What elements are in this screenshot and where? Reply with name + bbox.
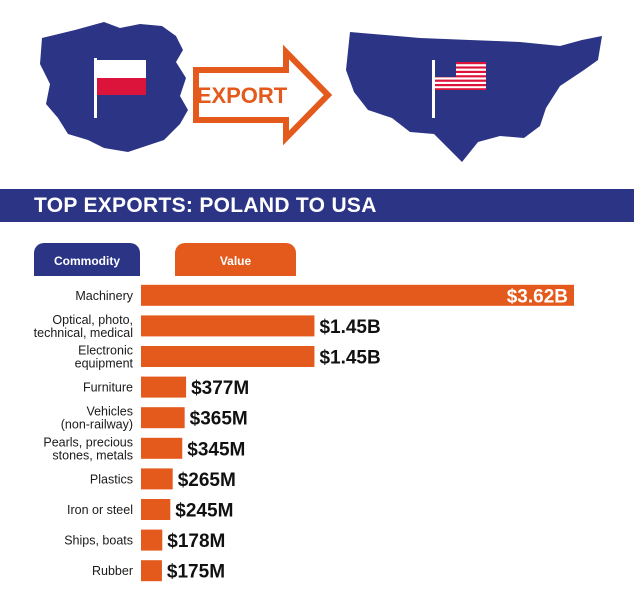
chart-title: TOP EXPORTS: POLAND TO USA	[34, 194, 377, 217]
bar-8	[141, 529, 163, 551]
bar-4	[141, 407, 185, 429]
bar-9	[141, 560, 162, 582]
category-label-3: Furniture	[83, 381, 133, 395]
bar-6	[141, 468, 173, 490]
value-label-2: $1.45B	[319, 348, 380, 369]
bar-chart: Machinery $3.62B Optical, photo, technical,…	[34, 284, 574, 583]
tab-commodity: Commodity	[34, 243, 140, 276]
tab-value: Value	[175, 243, 296, 276]
category-label-2: Electronic equipment	[75, 344, 134, 371]
bar-5	[141, 437, 183, 459]
category-label-6: Plastics	[90, 472, 133, 486]
bar-1	[141, 315, 315, 337]
value-label-9: $175M	[167, 562, 225, 583]
category-label-7: Iron or steel	[67, 503, 133, 517]
usa-flag-icon	[432, 60, 486, 118]
hero-illustration: EXPORT	[40, 22, 602, 162]
bar-0	[141, 284, 574, 306]
usa-map-icon	[346, 32, 602, 162]
category-label-8: Ships, boats	[64, 534, 133, 548]
value-label-4: $365M	[190, 409, 248, 430]
category-label-4: Vehicles (non-railway)	[61, 405, 133, 432]
value-label-1: $1.45B	[319, 317, 380, 338]
value-label-5: $345M	[187, 439, 245, 460]
category-label-0: Machinery	[75, 289, 133, 303]
bar-2	[141, 346, 315, 367]
value-label-3: $377M	[191, 378, 249, 399]
title-banner	[0, 189, 634, 222]
category-label-1: Optical, photo, technical, medical	[34, 313, 133, 340]
value-label-6: $265M	[178, 470, 236, 491]
category-label-5: Pearls, precious stones, metals	[43, 435, 133, 462]
bar-7	[141, 499, 171, 520]
export-label: EXPORT	[197, 83, 288, 108]
value-label-7: $245M	[175, 501, 233, 522]
value-label-8: $178M	[167, 531, 225, 552]
category-label-9: Rubber	[92, 564, 133, 578]
export-arrow-icon: EXPORT	[193, 44, 333, 146]
value-label-0: $3.62B	[507, 286, 568, 307]
poland-flag-icon	[94, 58, 146, 118]
bar-3	[141, 376, 187, 398]
